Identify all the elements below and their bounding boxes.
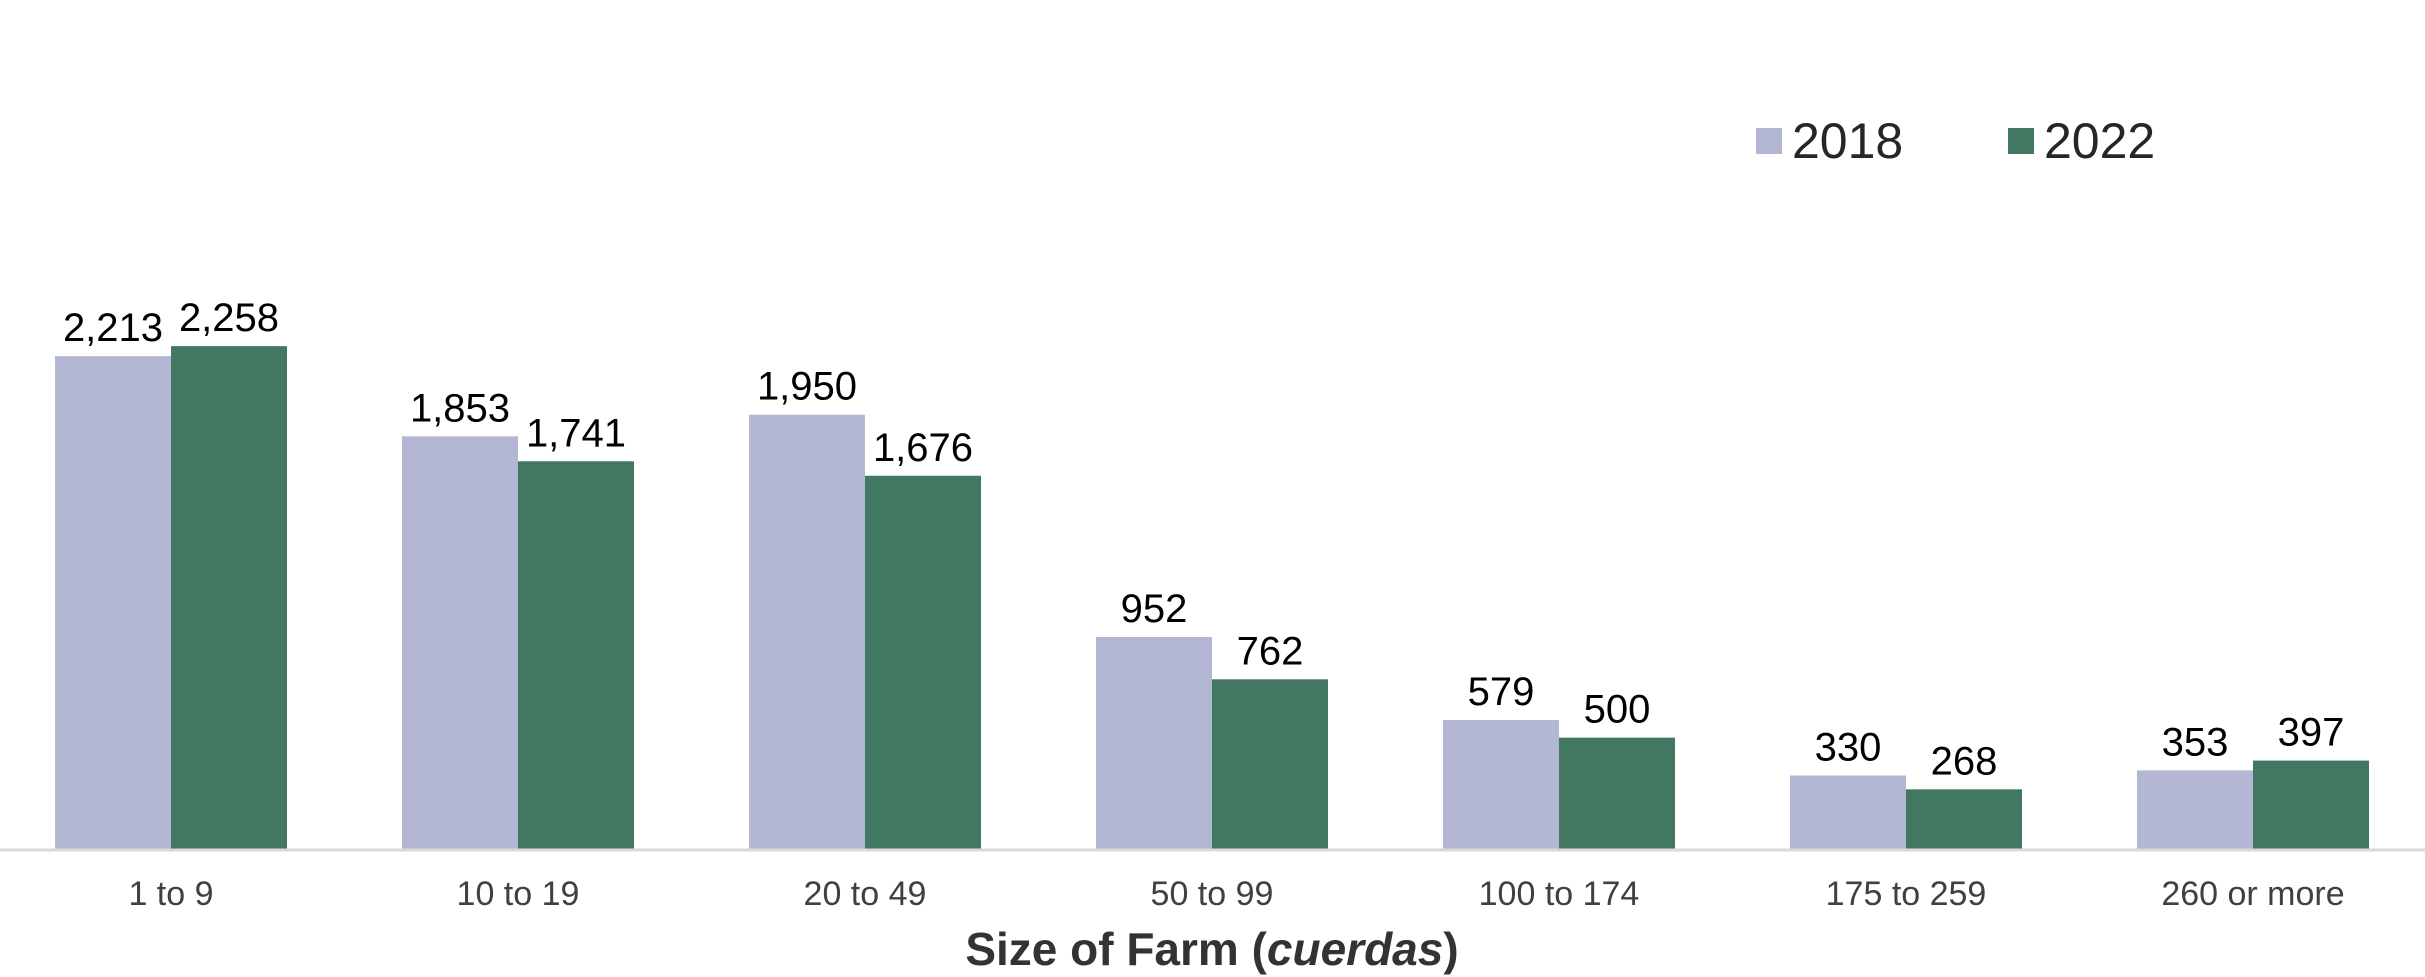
data-label-2018-0: 2,213 (63, 306, 163, 350)
x-axis-title-part-2: ) (1443, 923, 1458, 975)
bar-2022-1 (518, 461, 634, 849)
x-tick-label-6: 260 or more (2161, 875, 2344, 913)
data-label-2018-2: 1,950 (757, 365, 857, 409)
data-label-2022-2: 1,676 (873, 426, 973, 470)
x-axis-title-part-0: Size of Farm ( (965, 923, 1267, 975)
bar-2018-0 (55, 356, 171, 849)
data-label-2022-3: 762 (1237, 629, 1304, 673)
data-label-2022-5: 268 (1931, 739, 1998, 783)
bar-2022-3 (1212, 679, 1328, 849)
x-axis-title: Size of Farm (cuerdas) (965, 923, 1458, 975)
bar-2018-5 (1790, 775, 1906, 849)
legend-swatch-2018 (1756, 128, 1782, 154)
x-tick-label-4: 100 to 174 (1479, 875, 1640, 913)
bar-2018-2 (749, 414, 865, 849)
data-label-2018-6: 353 (2162, 720, 2229, 764)
x-tick-label-3: 50 to 99 (1151, 875, 1274, 913)
bar-2018-3 (1096, 636, 1212, 849)
x-tick-label-2: 20 to 49 (804, 875, 927, 913)
bar-2022-2 (865, 475, 981, 849)
bar-2018-4 (1443, 720, 1559, 849)
x-tick-label-5: 175 to 259 (1826, 875, 1987, 913)
bars-group (55, 346, 2369, 849)
bar-2022-4 (1559, 737, 1675, 849)
legend: 2018 2022 (1756, 113, 2155, 169)
data-label-2018-3: 952 (1121, 587, 1188, 631)
x-tick-label-1: 10 to 19 (457, 875, 580, 913)
bar-2022-5 (1906, 789, 2022, 849)
bar-2018-1 (402, 436, 518, 849)
data-label-2018-1: 1,853 (410, 386, 510, 430)
bar-2018-6 (2137, 770, 2253, 849)
x-axis-title-part-1: cuerdas (1267, 923, 1443, 975)
data-label-2022-4: 500 (1584, 688, 1651, 732)
data-label-2022-0: 2,258 (179, 296, 279, 340)
legend-label-2018: 2018 (1792, 113, 1903, 169)
data-label-2022-6: 397 (2278, 711, 2345, 755)
legend-label-2022: 2022 (2044, 113, 2155, 169)
x-tick-label-0: 1 to 9 (128, 875, 213, 913)
data-label-2018-5: 330 (1815, 726, 1882, 770)
data-labels-group: 2,213 2,258 1,853 1,741 1,950 1,676 952 762 579 5… (63, 296, 2344, 783)
x-tick-labels-group: 1 to 9 10 to 19 20 to 49 50 to 99 100 to 174… (128, 875, 2344, 913)
bar-2022-6 (2253, 760, 2369, 849)
data-label-2018-4: 579 (1468, 670, 1535, 714)
legend-swatch-2022 (2008, 128, 2034, 154)
data-label-2022-1: 1,741 (526, 411, 626, 455)
bar-2022-0 (171, 346, 287, 849)
